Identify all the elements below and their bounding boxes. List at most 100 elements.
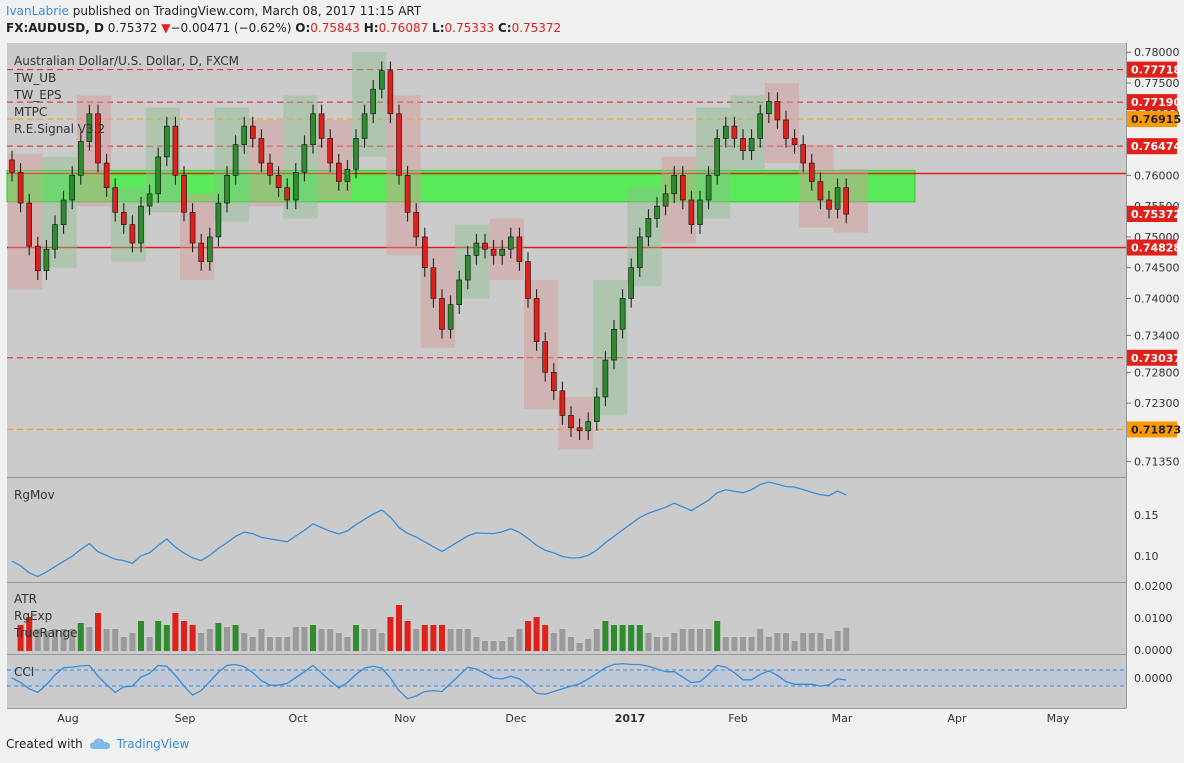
atr-bar-94 (817, 633, 824, 651)
close-value: 0.75372 (511, 21, 562, 35)
candle-body-58 (507, 236, 514, 250)
atr-bar-20 (181, 621, 187, 651)
candle-body-52 (456, 279, 463, 305)
atr-bar-14 (129, 633, 136, 651)
candle-body-45 (396, 113, 402, 176)
atr-bar-63 (550, 633, 557, 651)
candle-body-5 (52, 224, 58, 250)
candle-body-94 (817, 181, 824, 201)
atr-bar-77 (671, 633, 678, 651)
atr-bar-35 (310, 625, 316, 651)
x-tick-3: Nov (394, 712, 416, 725)
candle-body-24 (215, 202, 222, 238)
atr-bar-42 (370, 629, 377, 651)
candle-body-28 (250, 125, 256, 139)
candle-body-7 (69, 175, 75, 201)
y-tick-8: 0.74000 (1134, 292, 1180, 305)
candle-body-17 (155, 156, 161, 195)
candle-body-19 (172, 125, 179, 176)
candle-body-4 (43, 248, 50, 272)
candle-body-23 (207, 236, 213, 262)
candle-body-76 (662, 193, 669, 207)
cci-line (11, 662, 847, 700)
price-label-box-2 (1127, 111, 1177, 128)
candle-body-96 (834, 187, 841, 210)
atr-bar-53 (464, 629, 471, 651)
atr-bar-12 (112, 629, 119, 651)
atr-bar-58 (507, 637, 514, 651)
rgmov-pane[interactable] (7, 478, 1126, 582)
atr-bar-24 (215, 623, 222, 651)
atr-tick-1: 0.0200 (1134, 580, 1173, 593)
atr-bar-30 (267, 637, 273, 651)
atr-bar-89 (774, 633, 781, 651)
candle-body-10 (95, 113, 101, 164)
candle-body-49 (430, 267, 437, 299)
indicator-mtpc[interactable]: MTPC (14, 105, 47, 119)
atr-bar-5 (52, 629, 58, 651)
atr-bar-60 (525, 621, 531, 651)
atr-tick-2: 0.0100 (1134, 612, 1173, 625)
atr-bar-65 (568, 637, 574, 651)
atr-bar-95 (826, 639, 832, 651)
candle-body-56 (490, 248, 497, 256)
author-link[interactable]: IvanLabrie (6, 4, 69, 18)
candle-body-22 (198, 242, 204, 262)
candle-body-84 (731, 125, 738, 139)
candle-body-82 (714, 138, 721, 176)
rgexp-label[interactable]: RgExp (14, 609, 52, 623)
x-tick-9: May (1047, 712, 1070, 725)
y-tick-11: 0.72300 (1134, 397, 1180, 410)
candle-body-88 (765, 101, 772, 115)
atr-bar-90 (783, 633, 789, 651)
candle-body-6 (60, 199, 67, 225)
candle-body-57 (499, 248, 506, 256)
candle-body-35 (310, 113, 316, 145)
price-label-box-3 (1127, 138, 1177, 155)
atr-bar-36 (318, 629, 325, 651)
atr-bar-48 (421, 625, 428, 651)
candle-body-13 (121, 211, 127, 225)
price-label-2: 0.76915 (1131, 113, 1181, 126)
rgmov-label[interactable]: RgMov (14, 488, 55, 502)
candle-body-0 (9, 159, 15, 173)
candle-body-77 (671, 175, 678, 195)
atr-bar-16 (146, 637, 153, 651)
main-pane[interactable] (7, 43, 1126, 477)
candle-body-68 (593, 396, 600, 422)
atr-bar-66 (576, 643, 583, 651)
tradingview-link[interactable]: TradingView (116, 737, 190, 751)
candle-body-18 (164, 125, 170, 158)
candle-body-27 (241, 125, 247, 145)
candle-body-59 (516, 236, 523, 262)
high-label: H: (363, 21, 379, 35)
candle-body-85 (740, 138, 746, 152)
x-tick-5: 2017 (615, 712, 646, 725)
indicator-tw-eps[interactable]: TW_EPS (13, 88, 62, 102)
atr-bar-97 (843, 627, 850, 651)
price-label-3: 0.76474 (1131, 140, 1181, 153)
time-axis[interactable] (7, 708, 1126, 730)
price-label-box-0 (1127, 61, 1177, 78)
candle-body-71 (619, 298, 626, 330)
candle-body-93 (808, 162, 815, 182)
candle-body-31 (275, 175, 282, 188)
price-label-box-7 (1127, 421, 1177, 438)
atr-bar-62 (542, 625, 549, 651)
price-label-box-1 (1127, 94, 1177, 111)
candle-body-1 (17, 171, 24, 204)
indicator-re-signal[interactable]: R.E.Signal V3.2 (14, 122, 105, 136)
atr-bar-3 (34, 629, 41, 651)
candle-body-2 (26, 202, 33, 247)
candle-body-60 (525, 261, 531, 299)
atr-label[interactable]: ATR (14, 592, 37, 606)
cci-label[interactable]: CCI (14, 665, 34, 679)
y-tick-12: 0.71350 (1134, 456, 1180, 469)
x-tick-2: Oct (288, 712, 308, 725)
atr-bar-45 (396, 605, 402, 651)
indicator-tw-ub[interactable]: TW_UB (13, 71, 56, 85)
atr-bar-43 (378, 633, 385, 651)
truerange-label[interactable]: TrueRange (13, 626, 78, 640)
candle-body-91 (791, 138, 798, 145)
